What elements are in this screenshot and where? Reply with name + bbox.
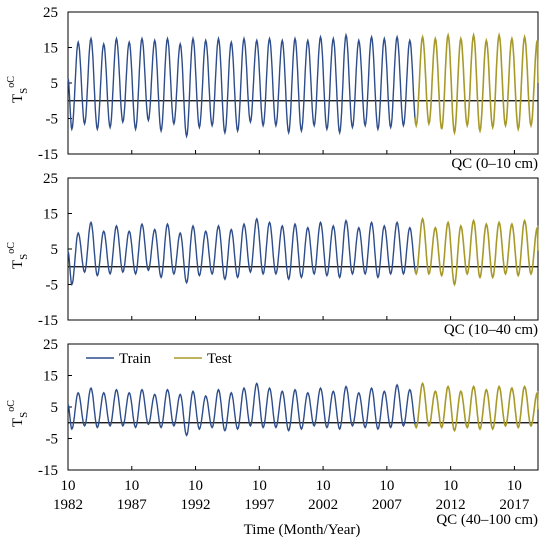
y-tick-label: 15: [43, 369, 58, 385]
x-tick-month-label: 10: [443, 478, 458, 494]
y-axis-label-unit: C: [6, 76, 17, 83]
test-series-line: [414, 216, 539, 287]
y-tick-label: -15: [38, 463, 58, 479]
y-axis-label-sub: S: [18, 88, 30, 94]
y-axis-label: TSoC: [6, 400, 30, 427]
y-tick-label: 5: [51, 400, 59, 416]
y-tick-label: 5: [51, 76, 59, 92]
x-tick-month-label: 10: [61, 478, 76, 494]
x-tick-month-label: 10: [124, 478, 139, 494]
chart-panel-2: 25 15 5 -5 -15 TSoC QC (10–40 cm): [6, 171, 539, 338]
y-tick-label: -15: [38, 147, 58, 163]
x-tick-year-label: 2002: [308, 497, 338, 513]
legend-label-train: Train: [119, 351, 151, 367]
y-tick-label: 5: [51, 242, 59, 258]
x-tick-year-label: 2007: [372, 497, 403, 513]
x-tick-year-label: 1992: [181, 497, 211, 513]
y-tick-label: 25: [43, 5, 58, 21]
legend: Train Test: [86, 351, 233, 367]
y-axis-label-sub: S: [18, 412, 30, 418]
x-tick-year-label: 1982: [53, 497, 83, 513]
x-tick-month-label: 10: [316, 478, 331, 494]
y-axis-label-sub: S: [18, 254, 30, 260]
y-axis-label: TSoC: [6, 242, 30, 269]
y-axis-label-sup: o: [6, 249, 17, 254]
x-tick-month-label: 10: [188, 478, 203, 494]
y-tick-label: 15: [43, 207, 58, 223]
panel-label: QC (40–100 cm): [436, 512, 538, 528]
panel-label: QC (0–10 cm): [451, 156, 538, 172]
y-axis-label-unit: C: [6, 242, 17, 249]
y-axis-label-unit: C: [6, 400, 17, 407]
x-tick-month-label: 10: [379, 478, 394, 494]
y-tick-label: 25: [43, 337, 58, 353]
train-series-line: [67, 382, 417, 437]
x-axis-title: Time (Month/Year): [244, 522, 361, 538]
x-tick-year-label: 2012: [436, 497, 466, 513]
x-tick-year-label: 1987: [117, 497, 148, 513]
y-tick-label: -5: [46, 278, 59, 294]
train-series-line: [67, 217, 417, 287]
panel-label: QC (10–40 cm): [444, 322, 538, 338]
legend-label-test: Test: [207, 351, 233, 367]
y-axis-label-sup: o: [6, 407, 17, 412]
chart-panel-3: 25 15 5 -5 -15 TSoC QC (40–100 cm) Train Test: [6, 337, 539, 528]
x-tick-year-label: 2017: [499, 497, 530, 513]
y-tick-label: -5: [46, 432, 59, 448]
y-tick-label: 15: [43, 41, 58, 57]
y-axis-label-main: T: [10, 94, 26, 103]
y-axis-label-main: T: [10, 260, 26, 269]
test-series-line: [414, 381, 539, 433]
y-tick-label: -5: [46, 112, 59, 128]
test-series-line: [414, 31, 539, 136]
x-tick-month-label: 10: [252, 478, 267, 494]
y-axis-label-main: T: [10, 418, 26, 427]
x-tick-month-label: 10: [507, 478, 522, 494]
train-series-line: [67, 32, 417, 139]
x-axis: Time (Month/Year) 10 1982 10 1987 10 1992 10 19…: [53, 478, 530, 538]
chart-panel-1: 25 15 5 -5 -15 TSoC QC (0–10 cm): [6, 5, 539, 172]
y-tick-label: -15: [38, 313, 58, 329]
y-tick-label: 25: [43, 171, 58, 187]
x-tick-year-label: 1997: [244, 497, 275, 513]
y-axis-label: TSoC: [6, 76, 30, 103]
y-axis-label-sup: o: [6, 83, 17, 88]
